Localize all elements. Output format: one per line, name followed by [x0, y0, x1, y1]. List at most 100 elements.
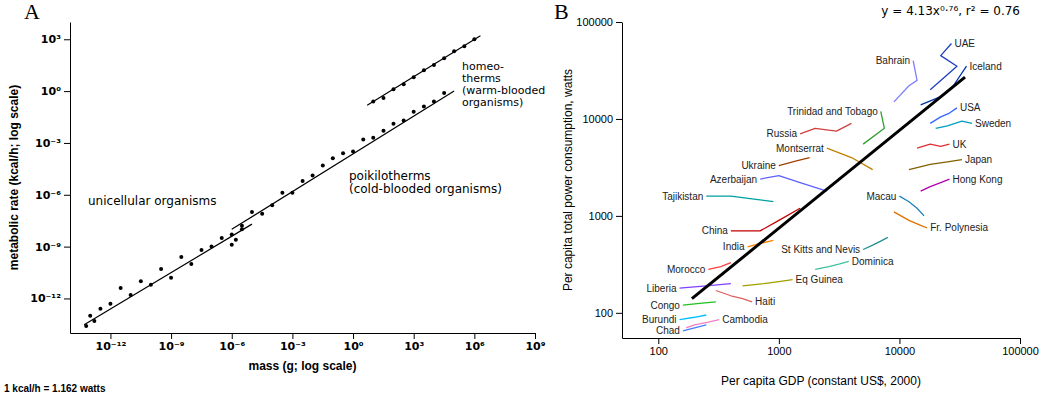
tick-mark	[353, 333, 354, 339]
data-point	[280, 191, 284, 195]
tick-label: 10⁻³	[35, 137, 61, 150]
tick: 10⁻⁶	[35, 189, 70, 202]
data-point	[220, 236, 224, 240]
tick-mark	[616, 216, 622, 217]
axis-line	[71, 333, 536, 334]
tick-mark	[474, 333, 475, 339]
country-line	[921, 179, 950, 191]
tick: 10⁻⁹	[35, 241, 70, 254]
country-line	[863, 237, 888, 249]
tick-mark	[64, 298, 70, 299]
tick: 100	[650, 338, 668, 357]
tick: 10⁻¹²	[96, 333, 127, 353]
annotation: poikilotherms(cold-blooded organisms)	[349, 169, 502, 196]
data-point	[381, 129, 385, 133]
country-line	[683, 302, 716, 305]
tick-label: 10⁹	[525, 340, 545, 353]
country-line	[894, 212, 927, 228]
tick-mark	[64, 39, 70, 40]
country-line	[680, 315, 707, 320]
y-axis: 10⁻¹²10⁻⁹10⁻⁶10⁻³10⁰10³	[30, 23, 70, 334]
tick-mark	[292, 333, 293, 339]
line-label: Congo	[650, 300, 680, 311]
panel: 10⁻¹²10⁻⁹10⁻⁶10⁻³10⁰10³10⁶10⁹10⁻¹²10⁻⁹10…	[4, 0, 546, 394]
data-point	[234, 238, 238, 242]
tick: 100000	[576, 16, 622, 28]
line-label: Sweden	[975, 118, 1011, 129]
tick: 100000	[1002, 338, 1039, 357]
tick-mark	[64, 143, 70, 144]
y-axis: 100 1000 10000 100000	[576, 16, 622, 338]
data-point	[301, 179, 305, 183]
tick-label: 100000	[576, 16, 613, 28]
annotation: unicellular organisms	[88, 194, 216, 208]
line-label: Morocco	[667, 264, 706, 275]
data-point	[361, 137, 365, 141]
panel-label: A	[24, 0, 40, 24]
tick-label: 10⁻⁹	[35, 241, 61, 254]
tick: 1000	[589, 210, 622, 222]
country-line	[909, 160, 962, 170]
x-axis: 10⁻¹²10⁻⁹10⁻⁶10⁻³10⁰10³10⁶10⁹	[71, 333, 546, 353]
line-label: Tajikistan	[662, 191, 703, 202]
tick: 10⁻⁹	[159, 333, 185, 353]
tick-label: 10000	[582, 113, 613, 125]
line-label: Montserrat	[776, 143, 824, 154]
tick-label: 10000	[885, 345, 916, 357]
plot-area	[680, 44, 972, 331]
line-label: Hong Kong	[952, 174, 1002, 185]
tick-label: 10⁻¹²	[30, 292, 61, 305]
line-labels: UAEBahrainIcelandUSASwedenTrinidad and T…	[642, 38, 1011, 336]
country-line	[899, 196, 924, 216]
tick-mark	[1020, 338, 1021, 344]
tick-mark	[899, 338, 900, 344]
data-point	[371, 136, 375, 140]
line-label: India	[723, 241, 745, 252]
annotation-line: poikilotherms	[349, 169, 431, 183]
data-point	[331, 156, 335, 160]
tick-mark	[616, 22, 622, 23]
tick-mark	[171, 333, 172, 339]
line-label: Ukraine	[741, 160, 776, 171]
line-label: Bahrain	[876, 55, 910, 66]
country-line	[686, 320, 719, 328]
tick: 1000	[767, 338, 791, 357]
line-label: Azerbaijan	[710, 174, 757, 185]
tick-label: 1000	[767, 345, 791, 357]
axis-line	[622, 23, 623, 339]
line-label: St Kitts and Nevis	[781, 244, 860, 255]
country-line	[936, 121, 972, 128]
annotation: homeo-therms(warm-bloodedorganisms)	[462, 60, 545, 109]
tick-label: 10³	[404, 340, 424, 353]
y-axis-title: Per capita total power consumption, watt…	[561, 69, 575, 291]
x-axis: 100 1000 10000 100000	[623, 338, 1039, 357]
chart-canvas: 10⁻¹²10⁻⁹10⁻⁶10⁻³10⁰10³10⁶10⁹10⁻¹²10⁻⁹10…	[0, 0, 1051, 398]
data-point	[139, 279, 143, 283]
fit-line	[692, 77, 965, 299]
annotation-line: y = 4.13x⁰·⁷⁶, r² = 0.76	[881, 4, 1020, 18]
data-point	[159, 267, 163, 271]
x-axis-title: Per capita GDP (constant US$, 2000)	[721, 374, 921, 388]
axis-line	[70, 23, 71, 334]
tick-label: 100	[650, 345, 668, 357]
line-label: Eq Guinea	[796, 274, 844, 285]
line-label: Fr. Polynesia	[930, 222, 988, 233]
country-line	[779, 158, 810, 166]
line-label: Iceland	[970, 61, 1002, 72]
line-label: Haiti	[755, 296, 775, 307]
line-label: Liberia	[646, 283, 676, 294]
panel-label: B	[554, 0, 569, 24]
y-axis-title: metabolic rate (kcal/h; log scale)	[7, 85, 21, 270]
data-point	[189, 262, 193, 266]
tick-mark	[535, 333, 536, 339]
line-label: Russia	[767, 128, 798, 139]
annotation-line: unicellular organisms	[88, 194, 216, 208]
x-axis-title: mass (g; log scale)	[248, 359, 356, 373]
data-point	[169, 276, 173, 280]
line-label: UK	[952, 139, 966, 150]
country-line	[921, 66, 967, 105]
tick-label: 100	[595, 307, 613, 319]
tick-mark	[779, 338, 780, 344]
data-point	[341, 151, 345, 155]
tick-mark	[110, 333, 111, 339]
